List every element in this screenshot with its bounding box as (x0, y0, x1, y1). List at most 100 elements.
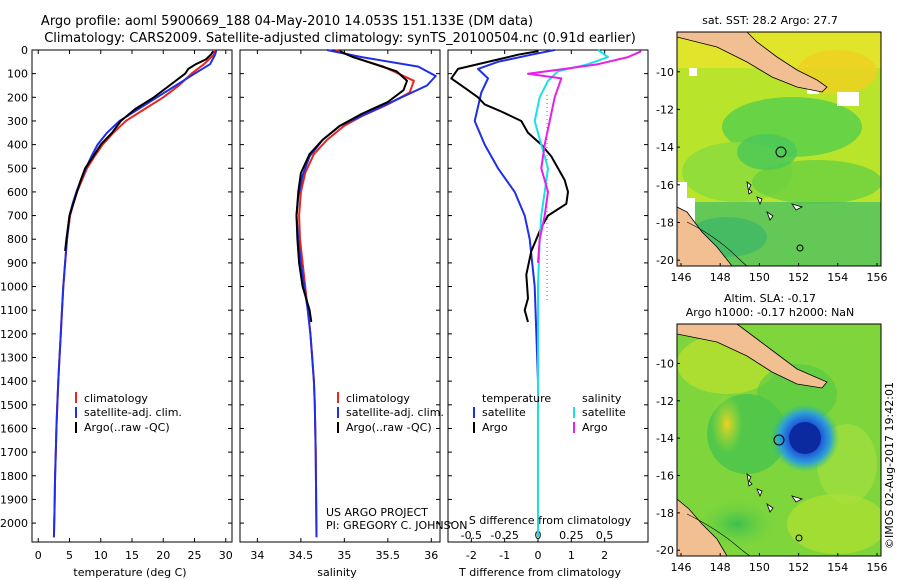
map-y-tick-label: -12 (656, 103, 674, 116)
map-x-tick-label: 154 (827, 561, 848, 574)
map-y-tick-label: -14 (656, 141, 674, 154)
pressure-tick-label: 900 (7, 257, 28, 270)
map-x-tick-label: 152 (788, 271, 809, 284)
legend-satellite-label: satellite-adj. clim. (346, 406, 444, 419)
legend-t-argo-label: Argo (482, 421, 508, 434)
map-x-tick-label: 156 (867, 271, 888, 284)
x-tick-label: 15 (125, 549, 139, 562)
series-line-argo-raw-qc (64, 50, 215, 252)
pressure-tick-label: 1800 (0, 470, 28, 483)
figure-title-line2: Climatology: CARS2009. Satellite-adjuste… (44, 31, 636, 46)
x-tick-label: 36 (424, 549, 438, 562)
map-y-tick-label: -10 (656, 66, 674, 79)
s-diff-tick-label: 0.5 (596, 529, 614, 542)
pressure-tick-label: 2000 (0, 517, 28, 530)
legend-climatology-label: climatology (84, 392, 148, 405)
difference-panel: -2 -1 0 1 2-0.5 -0.25 0 0.25 0.5 temperature sal… (447, 49, 649, 579)
pressure-tick-label: 1600 (0, 422, 28, 435)
pressure-tick-label: 1900 (0, 493, 28, 506)
pressure-tick-label: 800 (7, 233, 28, 246)
pressure-tick-label: 0 (21, 44, 28, 57)
x-tick-label: 0 (35, 549, 42, 562)
map-x-tick-label: 146 (671, 561, 692, 574)
x-tick-label: 25 (188, 549, 202, 562)
s-diff-tick-label: -0.25 (490, 529, 518, 542)
map-y-tick-label: -20 (656, 544, 674, 557)
series-line-s-satellite (533, 49, 609, 538)
difference-series (450, 49, 642, 538)
sla-map-title-line1: Altim. SLA: -0.17 (724, 292, 816, 305)
series-line-t-satellite (473, 49, 555, 538)
pressure-tick-label: 1700 (0, 446, 28, 459)
series-line-argo-raw-qc (295, 50, 408, 323)
map-x-tick-label: 150 (749, 561, 770, 574)
t-diff-tick-label: 2 (601, 549, 608, 562)
map-y-tick-label: -16 (656, 469, 674, 482)
argo-float-marker (775, 146, 787, 158)
legend-temperature-title: temperature (482, 392, 551, 405)
difference-legend: temperature salinity satellite Argo sate… (473, 392, 626, 434)
salinity-series (295, 49, 437, 538)
map-x-tick-label: 148 (710, 561, 731, 574)
salinity-axis: 34 34.5 35 35.5 36 (250, 50, 438, 562)
map-x-tick-label: 154 (827, 271, 848, 284)
figure-title-line1: Argo profile: aoml 5900669_188 04-May-20… (41, 14, 533, 29)
project-annotation-line2: PI: GREGORY C. JOHNSON (326, 519, 467, 532)
sla-map-frame (676, 323, 882, 557)
legend-salinity-title: salinity (582, 392, 622, 405)
sst-map-frame (676, 31, 882, 267)
sst-map-ticks: 146 148 150 152 154 156 -10 -12 -14 -16 -18 -20 (656, 66, 887, 284)
legend-s-argo-label: Argo (582, 421, 608, 434)
sla-map-title-line2: Argo h1000: -0.17 h2000: NaN (686, 306, 855, 319)
map-x-tick-label: 150 (749, 271, 770, 284)
temperature-series (52, 49, 218, 538)
salinity-plot-frame (239, 49, 441, 543)
argo-float-marker (773, 434, 785, 446)
legend-climatology-label: climatology (346, 392, 410, 405)
t-diff-tick-label: 1 (568, 549, 575, 562)
temperature-axis: 0 5 10 15 20 25 30 (35, 50, 233, 562)
difference-plot-frame (447, 49, 649, 543)
sla-map-ticks: 146 148 150 152 154 156 -10 -12 -14 -16 -18 -20 (656, 357, 887, 574)
s-difference-label: S difference from climatology (469, 514, 632, 527)
pressure-tick-label: 300 (7, 115, 28, 128)
imos-stamp: ©IMOS 02-Aug-2017 19:42:01 (883, 382, 896, 549)
temperature-panel: 0100200300400500600700800900100011001200… (0, 44, 233, 579)
series-line-t-argo (450, 50, 569, 323)
reference-marker (795, 534, 803, 542)
salinity-xlabel: salinity (317, 566, 357, 579)
map-y-tick-label: -18 (656, 507, 674, 520)
t-difference-label: T difference from climatology (458, 566, 621, 579)
legend-t-satellite-label: satellite (482, 406, 526, 419)
s-diff-tick-label: 0.25 (559, 529, 584, 542)
legend-s-satellite-label: satellite (582, 406, 626, 419)
temperature-xlabel: temperature (deg C) (73, 566, 186, 579)
t-diff-tick-label: -2 (466, 549, 477, 562)
sla-map-panel: Altim. SLA: -0.17 Argo h1000: -0.17 h200… (656, 292, 887, 574)
pressure-tick-label: 500 (7, 162, 28, 175)
pressure-tick-label: 600 (7, 186, 28, 199)
x-tick-label: 35.5 (376, 549, 401, 562)
sla-map (677, 324, 881, 556)
map-x-tick-label: 152 (788, 561, 809, 574)
map-y-tick-label: -20 (656, 254, 674, 267)
project-annotation-line1: US ARGO PROJECT (326, 506, 428, 519)
sst-map-title: sat. SST: 28.2 Argo: 27.7 (702, 14, 838, 27)
map-x-tick-label: 156 (867, 561, 888, 574)
legend-argo-label: Argo(..raw -QC) (346, 421, 432, 434)
difference-pressure-ticks (448, 49, 648, 524)
map-y-tick-label: -16 (656, 179, 674, 192)
legend-satellite-label: satellite-adj. clim. (84, 406, 182, 419)
pressure-tick-label: 700 (7, 210, 28, 223)
x-tick-label: 35 (337, 549, 351, 562)
reference-marker (796, 244, 804, 252)
x-tick-label: 5 (66, 549, 73, 562)
map-y-tick-label: -18 (656, 216, 674, 229)
series-line-s-argo (527, 50, 642, 263)
map-y-tick-label: -12 (656, 395, 674, 408)
map-y-tick-label: -10 (656, 357, 674, 370)
pressure-tick-label: 100 (7, 68, 28, 81)
t-diff-tick-label: -1 (499, 549, 510, 562)
map-x-tick-label: 146 (671, 271, 692, 284)
series-line-climatology (52, 49, 217, 538)
